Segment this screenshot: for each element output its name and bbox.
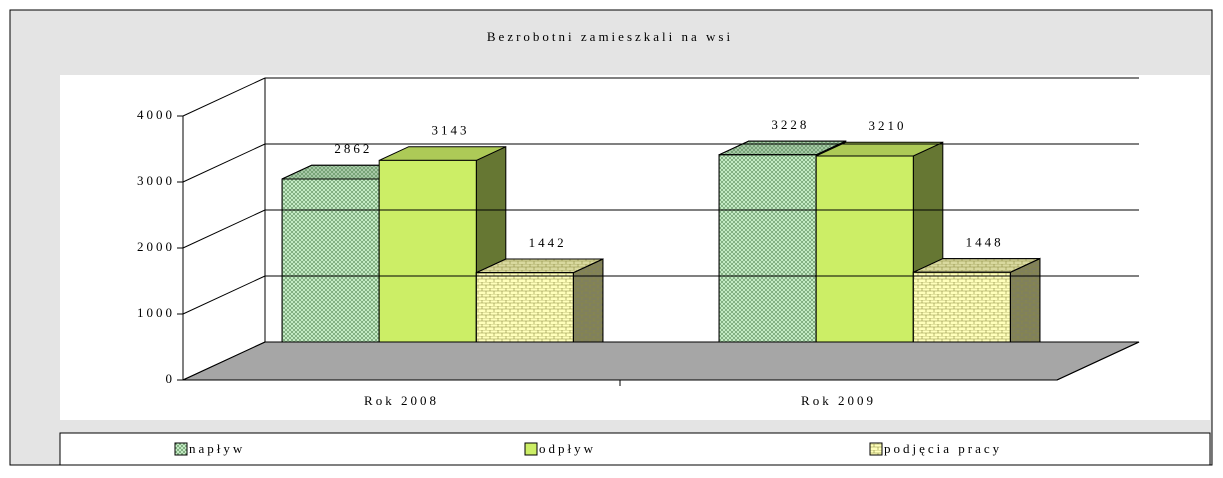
value-label: 3228 (771, 117, 809, 132)
value-label: 2862 (334, 141, 372, 156)
side-grid-line (182, 275, 266, 315)
x-tick-label: Rok 2009 (801, 393, 876, 408)
side-grid-line (182, 209, 266, 249)
x-tick-label: Rok 2008 (364, 393, 439, 408)
y-tick-label: 4000 (137, 107, 175, 122)
value-label: 3143 (432, 123, 470, 138)
legend-label: podjęcia pracy (884, 441, 1002, 456)
legend-label: odpływ (539, 441, 596, 456)
y-tick-label: 0 (166, 371, 176, 386)
y-tick-label: 2000 (137, 239, 175, 254)
floor-right (1056, 341, 1140, 381)
side-grid-line (182, 77, 266, 117)
bar-front (815, 155, 914, 369)
side-grid-line (182, 341, 266, 381)
floor (182, 341, 1140, 381)
value-label: 3210 (869, 118, 907, 133)
legend-swatch (524, 442, 538, 456)
legend-hatch (174, 442, 188, 456)
value-label: 1442 (529, 235, 567, 250)
legend-hatch (869, 442, 883, 456)
y-tick-label: 1000 (137, 305, 175, 320)
value-label: 1448 (966, 234, 1004, 249)
bar-hatch (718, 154, 817, 369)
side-grid-line (182, 143, 266, 183)
bar-hatch (281, 178, 380, 369)
legend-box (59, 432, 1211, 466)
legend-label: napływ (189, 441, 245, 456)
chart-title: Bezrobotni zamieszkali na wsi (487, 29, 733, 44)
y-tick-label: 3000 (137, 173, 175, 188)
bar-front (378, 159, 477, 369)
